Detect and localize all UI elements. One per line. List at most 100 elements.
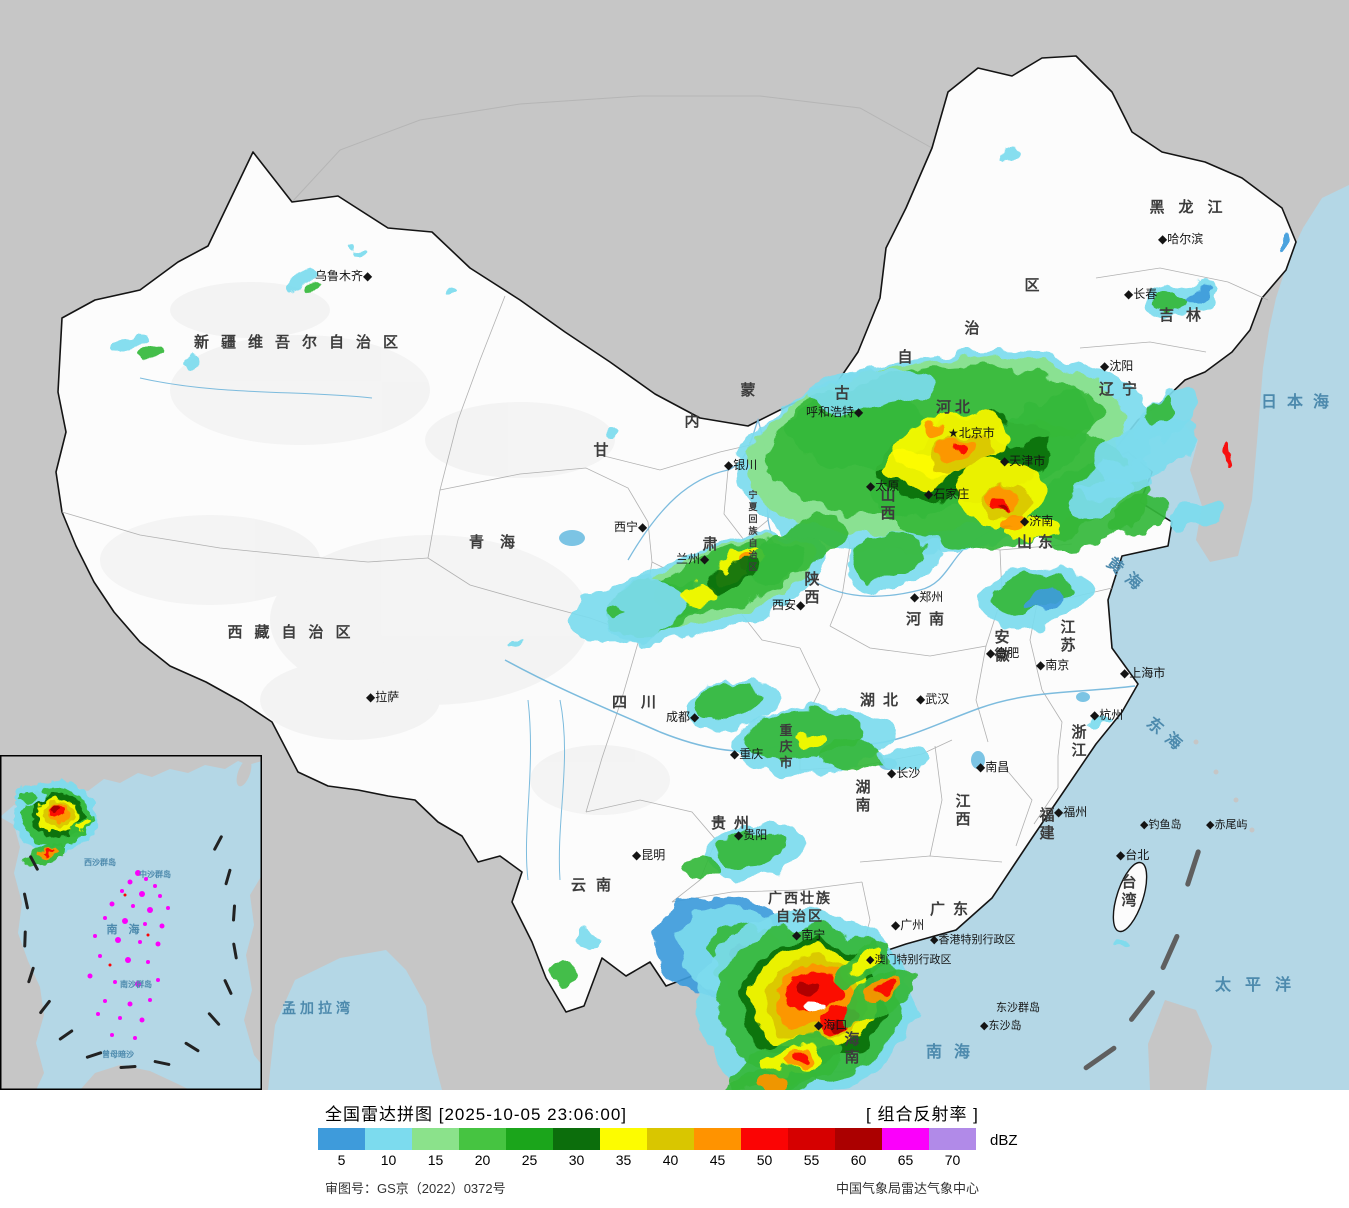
province-label: 浙江 [1071,723,1086,759]
inset-speckle [133,1036,137,1040]
radar-echo [1153,293,1187,311]
radar-echo [606,431,624,441]
city-label: 乌鲁木齐◆ [315,268,373,283]
inset-speckle [143,922,147,926]
province-label: 黑龙江 [1149,198,1236,216]
inset-dash [207,1012,221,1026]
dbz-tick-25: 25 [521,1152,538,1168]
inset-dash [119,1065,137,1069]
dbz-swatch-60 [835,1128,882,1150]
radar-echo [682,857,718,879]
city-label: 兰州◆ [676,552,710,566]
radar-echo [951,439,965,449]
dbz-swatch-45 [694,1128,741,1150]
city-label: ◆福州 [1054,804,1087,819]
city-label: ◆南京 [1036,657,1069,672]
province-label: 山西 [880,487,895,522]
inset-speckle [122,918,128,924]
province-label: 甘 [593,441,608,459]
ryukyu-islands [1193,739,1255,833]
radar-echo [998,394,1106,446]
city-label: 西宁◆ [614,519,648,534]
city-label: ◆济南 [1020,513,1053,528]
dbz-colorbar [318,1128,976,1150]
inset-speckle [131,904,135,908]
inset-speckle [159,923,165,929]
luzon-island [1148,1000,1212,1090]
radar-echo [1001,512,1025,530]
city-label: ◆台北 [1116,847,1149,862]
radar-echo [922,423,944,437]
inset-dash [27,966,35,984]
sea-label: 太平洋 [1214,975,1305,994]
city-label: ◆南昌 [976,759,1009,774]
inset-dash [213,835,223,851]
inset-radar-echo [77,819,91,831]
radar-echo [568,580,688,644]
inset-radar-echo [19,791,37,803]
boundary-dash [1083,1045,1117,1071]
radar-echo [603,607,621,617]
radar-echo [1185,286,1211,302]
dbz-tick-70: 70 [944,1152,961,1168]
inset-speckle [113,980,117,984]
dbz-tick-30: 30 [568,1152,585,1168]
province-label: 自 [897,348,912,366]
radar-echo [550,963,582,985]
radar-echo [305,283,319,293]
city-label: ◆哈尔滨 [1158,231,1203,246]
dbz-swatch-65 [882,1128,929,1150]
inset-speckle [144,877,148,881]
inset-speckle [148,998,152,1002]
city-label: ◆东沙岛 [980,1018,1021,1032]
dbz-tick-45: 45 [709,1152,726,1168]
city-label: ◆沈阳 [1100,358,1133,373]
radar-echo [793,978,819,996]
inset-speckle [138,940,142,944]
dbz-swatch-55 [788,1128,835,1150]
dbz-swatch-5 [318,1128,365,1150]
province-label: 辽宁 [1099,380,1145,398]
legend-panel: 全国雷达拼图 [2025-10-05 23:06:00] [ 组合反射率 ] d… [0,1090,1349,1208]
province-label: 重庆市 [778,723,792,770]
city-label: ◆拉萨 [366,689,399,704]
province-label: 自治区 [776,908,824,924]
radar-echo [995,146,1021,158]
radar-echo [717,828,783,868]
radar-echo [287,273,313,291]
radar-echo [354,247,366,253]
inset-speckle [127,879,133,885]
inset-speckle [135,870,141,876]
province-label: 贵州 [711,814,757,832]
city-label: ◆海口 [814,1017,847,1032]
inset-speckle [93,934,97,938]
sea-label: 南海 [926,1042,982,1061]
inset-label: 南沙群岛 [120,979,152,989]
inset-speckle [98,954,102,958]
city-label: 成都◆ [666,710,700,724]
dbz-tick-row: 5 10 15 20 25 30 35 40 45 50 55 60 65 70 [318,1152,976,1168]
dbz-tick-50: 50 [756,1152,773,1168]
radar-echo [808,1000,824,1012]
inset-speckle [87,973,93,979]
inset-speckle [103,999,107,1003]
boundary-dash [1129,990,1155,1022]
inset-dash [29,855,39,871]
city-label: ◆赤尾屿 [1206,818,1247,831]
province-label: 河南 [906,610,952,628]
dbz-swatch-35 [600,1128,647,1150]
inset-dash [23,892,29,910]
inset-speckle [153,884,157,888]
approval-number: 审图号：GS京（2022）0372号 [325,1181,506,1196]
dbz-swatch-30 [553,1128,600,1150]
dbz-swatch-25 [506,1128,553,1150]
city-label: ◆合肥 [986,645,1019,660]
inset-radar-echo [43,849,53,855]
taiwan-island [1112,861,1148,933]
inset-speckle [110,1033,114,1037]
province-label: 海南 [844,1030,859,1066]
city-label: ◆银川 [724,458,757,472]
inset-speckle-layer [87,870,170,1040]
